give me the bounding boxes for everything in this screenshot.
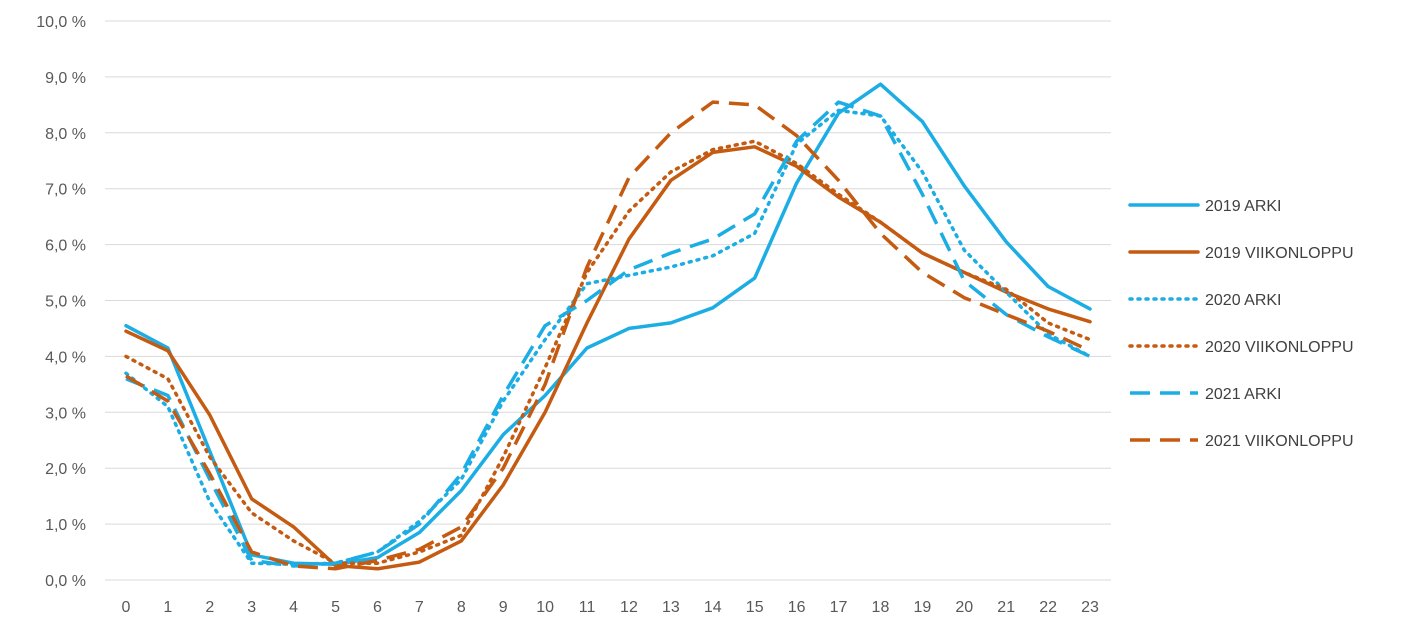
- x-axis-ticks: 0 1 2 3 4 5 6 7 8 9 10 11 12 13 14 15 16 17 18 19 20 21 22 23: [122, 599, 1100, 616]
- y-tick-label: 6,0 %: [45, 238, 86, 255]
- series-line-2021-arki: [125, 100, 1091, 568]
- x-tick-label: 3: [247, 599, 256, 616]
- y-tick-label: 9,0 %: [45, 70, 86, 87]
- x-tick-label: 8: [457, 599, 466, 616]
- series-line-2020-viikonloppu: [124, 139, 1092, 565]
- y-tick-label: 0,0 %: [45, 573, 86, 590]
- x-tick-label: 12: [620, 599, 638, 616]
- x-tick-label: 7: [415, 599, 424, 616]
- series-line-2019-arki: [124, 82, 1092, 567]
- y-axis-ticks: 0,0 % 1,0 % 2,0 % 3,0 % 4,0 % 5,0 % 6,0 % 7,0 %…: [36, 14, 86, 590]
- x-tick-label: 0: [122, 599, 131, 616]
- y-tick-label: 2,0 %: [45, 461, 86, 478]
- legend-label: 2019 VIIKONLOPPU: [1205, 245, 1354, 262]
- y-tick-label: 5,0 %: [45, 294, 86, 311]
- x-tick-label: 19: [913, 599, 931, 616]
- legend-label: 2020 ARKI: [1205, 292, 1282, 309]
- legend-label: 2021 ARKI: [1205, 386, 1282, 403]
- x-tick-label: 11: [579, 599, 596, 616]
- series-line-2021-viikonloppu: [125, 100, 1091, 571]
- x-tick-label: 20: [955, 599, 973, 616]
- y-tick-label: 4,0 %: [45, 349, 86, 366]
- legend-label: 2020 VIIKONLOPPU: [1205, 339, 1354, 356]
- x-tick-label: 18: [872, 599, 890, 616]
- x-tick-label: 15: [746, 599, 764, 616]
- x-tick-label: 17: [830, 599, 848, 616]
- x-tick-label: 4: [289, 599, 298, 616]
- x-tick-label: 23: [1081, 599, 1099, 616]
- x-tick-label: 16: [788, 599, 806, 616]
- x-tick-label: 5: [331, 599, 340, 616]
- series-lines: [124, 82, 1092, 571]
- x-tick-label: 13: [662, 599, 680, 616]
- x-tick-label: 1: [163, 599, 172, 616]
- x-tick-label: 6: [373, 599, 382, 616]
- x-tick-label: 22: [1039, 599, 1057, 616]
- x-tick-label: 21: [997, 599, 1015, 616]
- gridlines: [105, 20, 1111, 581]
- legend-label: 2019 ARKI: [1205, 198, 1282, 215]
- legend: 2019 ARKI 2019 VIIKONLOPPU 2020 ARKI 2020 V…: [1128, 198, 1354, 450]
- y-tick-label: 7,0 %: [45, 182, 86, 199]
- y-tick-label: 3,0 %: [45, 405, 86, 422]
- y-tick-label: 8,0 %: [45, 126, 86, 143]
- x-tick-label: 9: [499, 599, 508, 616]
- y-tick-label: 1,0 %: [45, 517, 86, 534]
- legend-label: 2021 VIIKONLOPPU: [1205, 433, 1354, 450]
- series-line-2019-viikonloppu: [124, 145, 1092, 571]
- x-tick-label: 2: [205, 599, 214, 616]
- y-tick-label: 10,0 %: [36, 14, 86, 31]
- x-tick-label: 14: [704, 599, 722, 616]
- x-tick-label: 10: [536, 599, 554, 616]
